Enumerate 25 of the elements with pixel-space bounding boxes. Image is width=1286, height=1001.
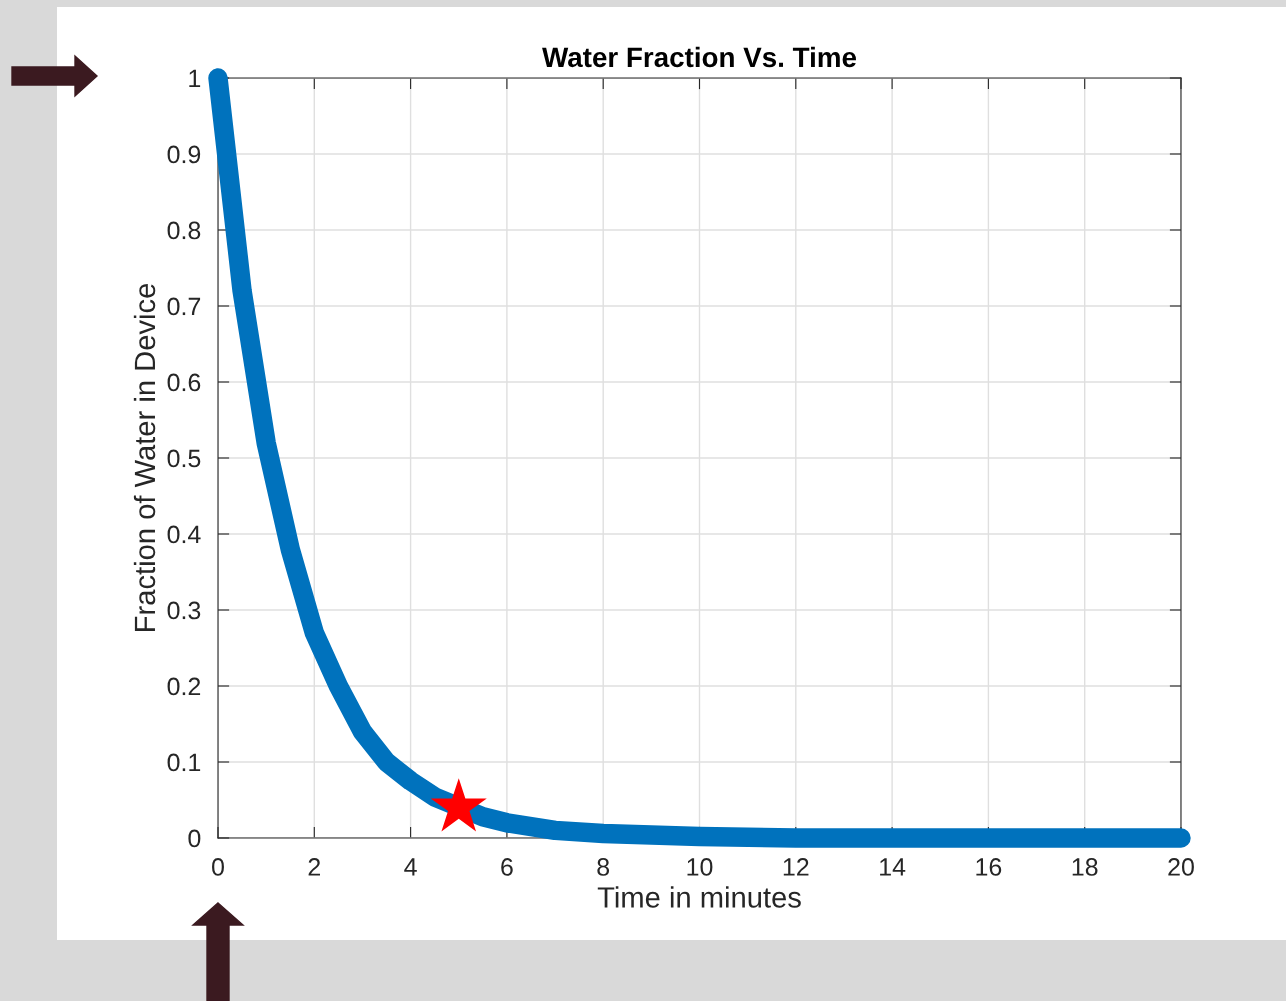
y-tick-label: 0.3 (167, 601, 201, 620)
y-tick-label: 0.6 (167, 373, 201, 392)
chart-title: Water Fraction Vs. Time (542, 46, 857, 68)
x-axis-title: Time in minutes (597, 886, 801, 908)
y-tick-label: 0.7 (167, 297, 201, 316)
y-tick-label: 0.9 (167, 145, 201, 164)
x-tick-label: 20 (1168, 858, 1194, 876)
x-tick-label: 0 (212, 858, 224, 876)
y-tick-label: 0.4 (167, 525, 201, 544)
x-tick-label: 18 (1072, 858, 1098, 876)
y-tick-label: 1 (189, 69, 201, 88)
x-tick-label: 16 (976, 858, 1002, 876)
y-tick-label: 0.5 (167, 449, 201, 468)
y-tick-label: 0 (188, 829, 201, 848)
x-tick-label: 4 (404, 858, 417, 876)
y-tick-label: 0.8 (167, 221, 201, 240)
x-tick-label: 2 (308, 858, 320, 876)
x-tick-label: 12 (783, 858, 809, 876)
y-tick-label: 0.1 (167, 753, 201, 772)
y-tick-label: 0.2 (167, 677, 201, 696)
x-tick-label: 6 (501, 858, 513, 876)
x-tick-label: 14 (880, 858, 906, 876)
x-tick-label: 8 (597, 858, 610, 876)
x-tick-label: 10 (687, 858, 713, 876)
y-axis-title: Fraction of Water in Device (133, 283, 156, 631)
